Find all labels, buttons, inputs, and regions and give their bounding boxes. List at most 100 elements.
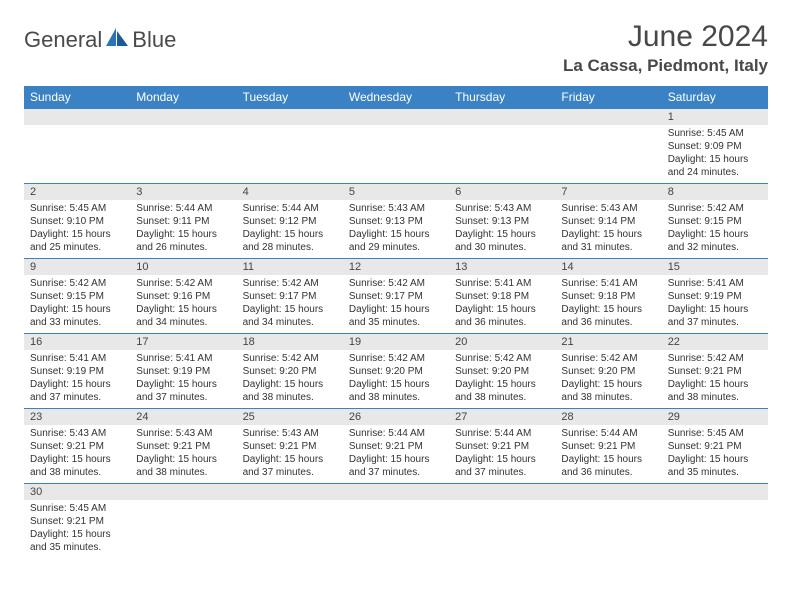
day-number-row: 1 <box>24 109 768 126</box>
sunrise-text: Sunrise: 5:42 AM <box>136 277 230 290</box>
sunset-text: Sunset: 9:18 PM <box>455 290 549 303</box>
brand-name-part1: General <box>24 27 102 53</box>
daylight-text: Daylight: 15 hours and 30 minutes. <box>455 228 549 254</box>
day-number-cell: 12 <box>343 259 449 276</box>
sunrise-text: Sunrise: 5:41 AM <box>136 352 230 365</box>
sunset-text: Sunset: 9:13 PM <box>349 215 443 228</box>
sunset-text: Sunset: 9:16 PM <box>136 290 230 303</box>
day-number-cell: 10 <box>130 259 236 276</box>
sunset-text: Sunset: 9:12 PM <box>243 215 337 228</box>
sunset-text: Sunset: 9:21 PM <box>30 515 124 528</box>
day-detail-cell: Sunrise: 5:42 AMSunset: 9:15 PMDaylight:… <box>24 275 130 334</box>
sunrise-text: Sunrise: 5:41 AM <box>561 277 655 290</box>
sunset-text: Sunset: 9:15 PM <box>668 215 762 228</box>
day-detail-cell: Sunrise: 5:41 AMSunset: 9:19 PMDaylight:… <box>24 350 130 409</box>
sunrise-text: Sunrise: 5:42 AM <box>455 352 549 365</box>
day-detail-cell <box>130 125 236 184</box>
daylight-text: Daylight: 15 hours and 35 minutes. <box>30 528 124 554</box>
brand-name-part2: Blue <box>132 27 176 53</box>
daylight-text: Daylight: 15 hours and 28 minutes. <box>243 228 337 254</box>
sunrise-text: Sunrise: 5:42 AM <box>243 277 337 290</box>
sunset-text: Sunset: 9:09 PM <box>668 140 762 153</box>
daylight-text: Daylight: 15 hours and 36 minutes. <box>455 303 549 329</box>
day-detail-cell: Sunrise: 5:45 AMSunset: 9:10 PMDaylight:… <box>24 200 130 259</box>
day-number-cell <box>449 109 555 126</box>
sunrise-text: Sunrise: 5:43 AM <box>243 427 337 440</box>
daylight-text: Daylight: 15 hours and 34 minutes. <box>136 303 230 329</box>
weekday-header: Saturday <box>662 86 768 109</box>
daylight-text: Daylight: 15 hours and 38 minutes. <box>136 453 230 479</box>
page-header: General Blue June 2024 La Cassa, Piedmon… <box>24 20 768 76</box>
day-number-cell: 14 <box>555 259 661 276</box>
sunset-text: Sunset: 9:21 PM <box>243 440 337 453</box>
day-number-cell <box>130 109 236 126</box>
daylight-text: Daylight: 15 hours and 35 minutes. <box>668 453 762 479</box>
daylight-text: Daylight: 15 hours and 38 minutes. <box>561 378 655 404</box>
day-number-cell: 2 <box>24 184 130 201</box>
day-detail-cell <box>24 125 130 184</box>
day-number-cell <box>662 484 768 501</box>
daylight-text: Daylight: 15 hours and 37 minutes. <box>455 453 549 479</box>
day-number-cell: 3 <box>130 184 236 201</box>
day-number-cell <box>24 109 130 126</box>
daylight-text: Daylight: 15 hours and 34 minutes. <box>243 303 337 329</box>
day-number-cell: 16 <box>24 334 130 351</box>
sail-icon <box>104 26 130 53</box>
day-detail-row: Sunrise: 5:43 AMSunset: 9:21 PMDaylight:… <box>24 425 768 484</box>
day-detail-cell: Sunrise: 5:41 AMSunset: 9:19 PMDaylight:… <box>130 350 236 409</box>
day-number-cell: 13 <box>449 259 555 276</box>
daylight-text: Daylight: 15 hours and 36 minutes. <box>561 303 655 329</box>
day-detail-cell: Sunrise: 5:42 AMSunset: 9:17 PMDaylight:… <box>343 275 449 334</box>
day-detail-cell: Sunrise: 5:42 AMSunset: 9:21 PMDaylight:… <box>662 350 768 409</box>
day-number-cell: 30 <box>24 484 130 501</box>
day-number-cell <box>343 484 449 501</box>
day-detail-row: Sunrise: 5:45 AMSunset: 9:10 PMDaylight:… <box>24 200 768 259</box>
day-number-cell: 8 <box>662 184 768 201</box>
sunset-text: Sunset: 9:20 PM <box>243 365 337 378</box>
day-detail-cell: Sunrise: 5:43 AMSunset: 9:21 PMDaylight:… <box>24 425 130 484</box>
day-detail-row: Sunrise: 5:42 AM Sunset: 9:15 PM Daylight:… <box>24 275 768 334</box>
day-number-row: 2345678 <box>24 184 768 201</box>
sunrise-text: Sunrise: 5:41 AM <box>668 277 762 290</box>
daylight-text: Daylight: 15 hours and 38 minutes. <box>349 378 443 404</box>
day-detail-cell: Sunrise: 5:45 AMSunset: 9:21 PMDaylight:… <box>662 425 768 484</box>
day-number-row: 9101112131415 <box>24 259 768 276</box>
day-number-cell: 27 <box>449 409 555 426</box>
day-detail-cell <box>130 500 236 558</box>
day-detail-row: Sunrise: 5:45 AMSunset: 9:21 PMDaylight:… <box>24 500 768 558</box>
day-detail-cell <box>237 125 343 184</box>
day-detail-cell: Sunrise: 5:43 AMSunset: 9:14 PMDaylight:… <box>555 200 661 259</box>
day-detail-cell: Sunrise: 5:41 AMSunset: 9:19 PMDaylight:… <box>662 275 768 334</box>
day-number-cell: 28 <box>555 409 661 426</box>
daylight-text: Daylight: 15 hours and 38 minutes. <box>243 378 337 404</box>
day-number-cell <box>237 109 343 126</box>
day-number-cell: 18 <box>237 334 343 351</box>
sunrise-text: Sunrise: 5:45 AM <box>668 427 762 440</box>
sunrise-text: Sunrise: 5:43 AM <box>30 427 124 440</box>
sunrise-text: Sunrise: 5:44 AM <box>136 202 230 215</box>
sunrise-text: Sunrise: 5:45 AM <box>668 127 762 140</box>
sunrise-text: Sunrise: 5:42 AM <box>668 352 762 365</box>
weekday-header: Thursday <box>449 86 555 109</box>
day-detail-cell: Sunrise: 5:44 AMSunset: 9:21 PMDaylight:… <box>555 425 661 484</box>
day-number-cell: 4 <box>237 184 343 201</box>
day-detail-cell <box>449 500 555 558</box>
sunrise-text: Sunrise: 5:42 AM <box>668 202 762 215</box>
daylight-text: Daylight: 15 hours and 25 minutes. <box>30 228 124 254</box>
day-detail-cell <box>555 125 661 184</box>
day-detail-cell: Sunrise: 5:42 AMSunset: 9:20 PMDaylight:… <box>449 350 555 409</box>
weekday-header: Wednesday <box>343 86 449 109</box>
day-number-cell: 26 <box>343 409 449 426</box>
day-number-cell: 25 <box>237 409 343 426</box>
month-title: June 2024 <box>563 20 768 54</box>
sunrise-text: Sunrise: 5:42 AM <box>349 277 443 290</box>
day-number-cell: 15 <box>662 259 768 276</box>
calendar-page: General Blue June 2024 La Cassa, Piedmon… <box>0 0 792 568</box>
day-number-cell: 24 <box>130 409 236 426</box>
day-number-cell: 20 <box>449 334 555 351</box>
sunset-text: Sunset: 9:15 PM <box>30 290 124 303</box>
day-detail-cell: Sunrise: 5:43 AMSunset: 9:13 PMDaylight:… <box>449 200 555 259</box>
sunrise-text: Sunrise: 5:42 AM <box>561 352 655 365</box>
day-number-cell: 6 <box>449 184 555 201</box>
daylight-text: Daylight: 15 hours and 38 minutes. <box>668 378 762 404</box>
